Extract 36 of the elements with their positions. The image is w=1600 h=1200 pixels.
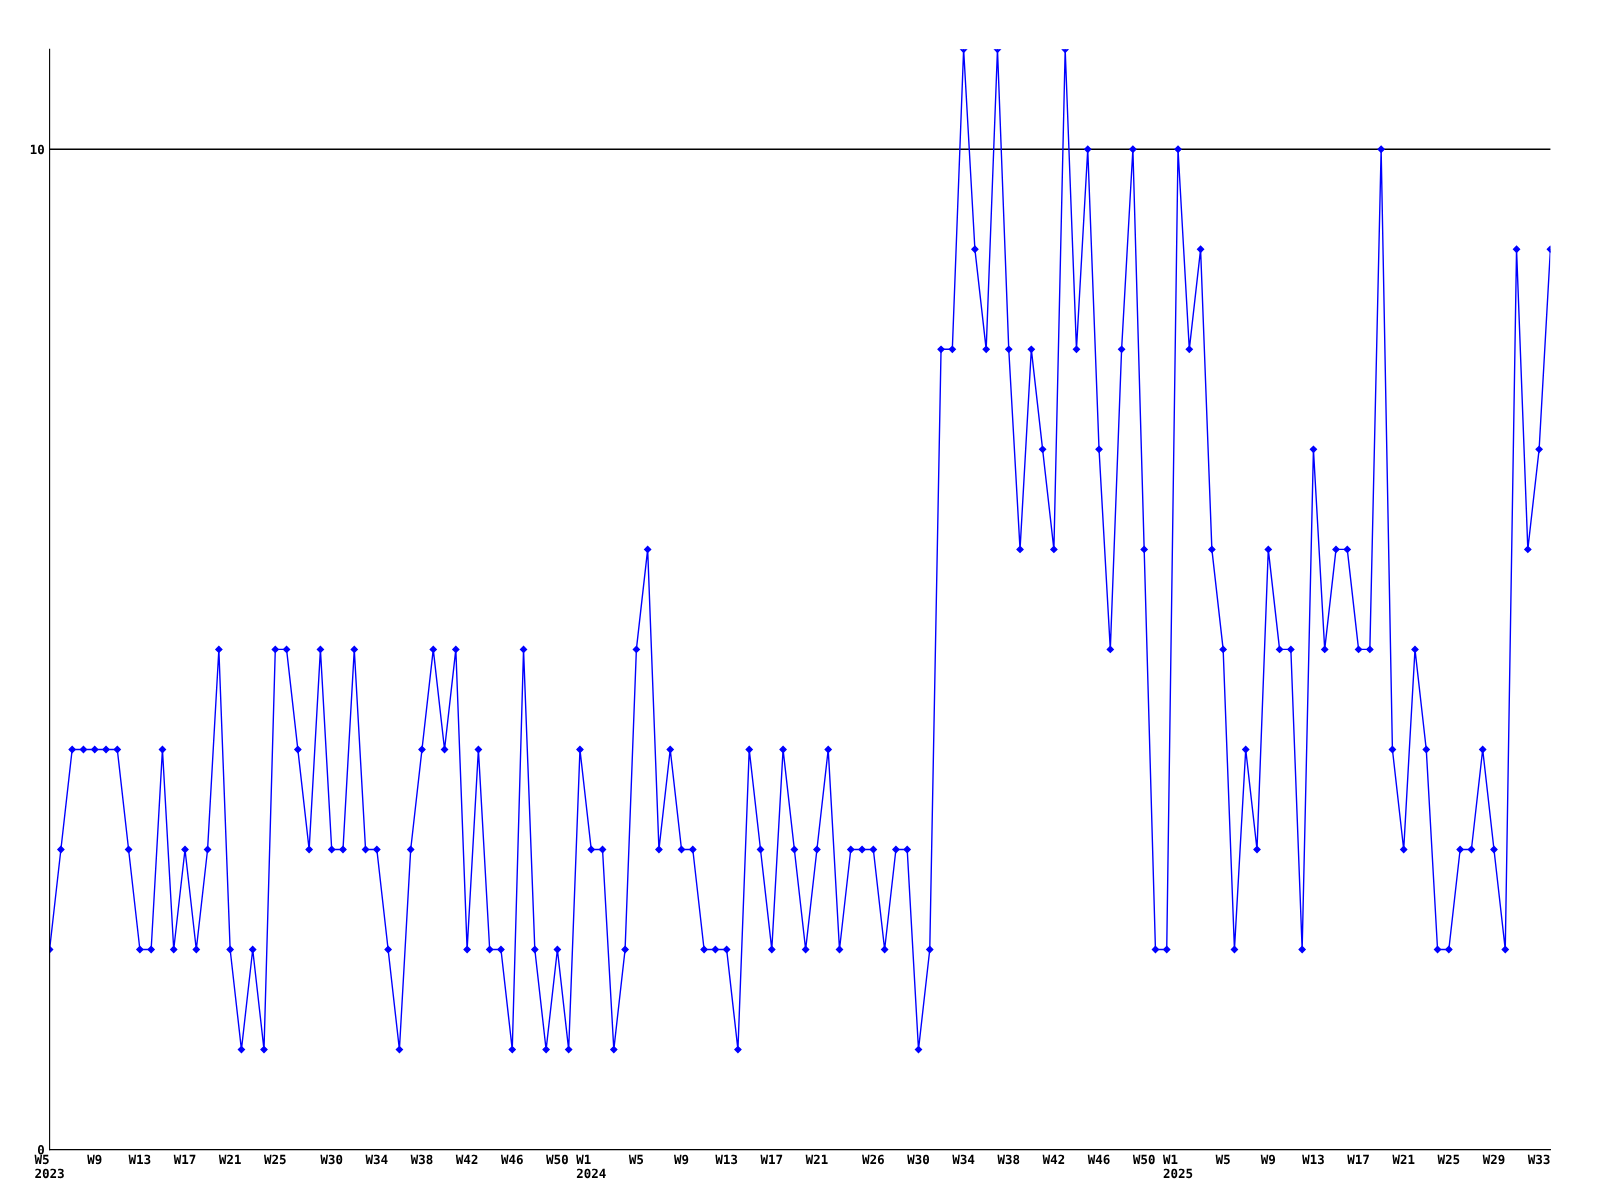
x-tick-label: W38 — [997, 1154, 1020, 1165]
x-tick-label: W5 2023 — [34, 1154, 64, 1179]
y-tick-label: 0 — [37, 1145, 44, 1155]
x-tick-label: W46 — [1087, 1154, 1110, 1165]
x-tick-label: W26 — [862, 1154, 884, 1165]
x-tick-label: W33 — [1527, 1154, 1550, 1165]
x-tick-label: W34 — [365, 1154, 388, 1165]
x-tick-label: W50 — [1132, 1154, 1155, 1165]
x-tick-label: W9 — [673, 1154, 689, 1165]
x-tick-label: W50 — [546, 1154, 568, 1165]
x-tick-label: W29 — [1482, 1154, 1505, 1165]
x-tick-label: W30 — [320, 1154, 343, 1165]
x-tick-label: W1 2024 — [576, 1154, 606, 1179]
x-tick-label: W17 — [1347, 1154, 1369, 1164]
x-tick-label: W21 — [805, 1154, 828, 1164]
x-tick-label: W21 — [1392, 1154, 1415, 1164]
x-tick-label: W5 — [1215, 1154, 1230, 1165]
x-tick-label: W34 — [952, 1154, 975, 1165]
x-tick-label: W21 — [218, 1154, 241, 1164]
x-tick-label: W38 — [410, 1154, 433, 1165]
x-tick-label: W1 2025 — [1162, 1154, 1193, 1179]
x-tick-label: W17 — [760, 1154, 783, 1164]
x-tick-label: W17 — [173, 1154, 196, 1164]
x-tick-label: W46 — [500, 1154, 523, 1165]
x-tick-label: W9 — [1260, 1154, 1276, 1165]
x-tick-label: W5 — [628, 1154, 644, 1165]
x-tick-label: W30 — [907, 1154, 930, 1165]
x-tick-label: W13 — [715, 1154, 738, 1165]
x-tick-label: W13 — [128, 1154, 151, 1165]
x-tick-label: W42 — [455, 1154, 478, 1164]
x-tick-label: W9 — [87, 1154, 102, 1165]
y-tick-label: 10 — [30, 144, 44, 155]
x-tick-label: W25 — [1437, 1154, 1460, 1165]
x-tick-label: W13 — [1302, 1154, 1324, 1165]
x-tick-label: W42 — [1042, 1154, 1065, 1164]
x-tick-label: W25 — [264, 1154, 286, 1165]
